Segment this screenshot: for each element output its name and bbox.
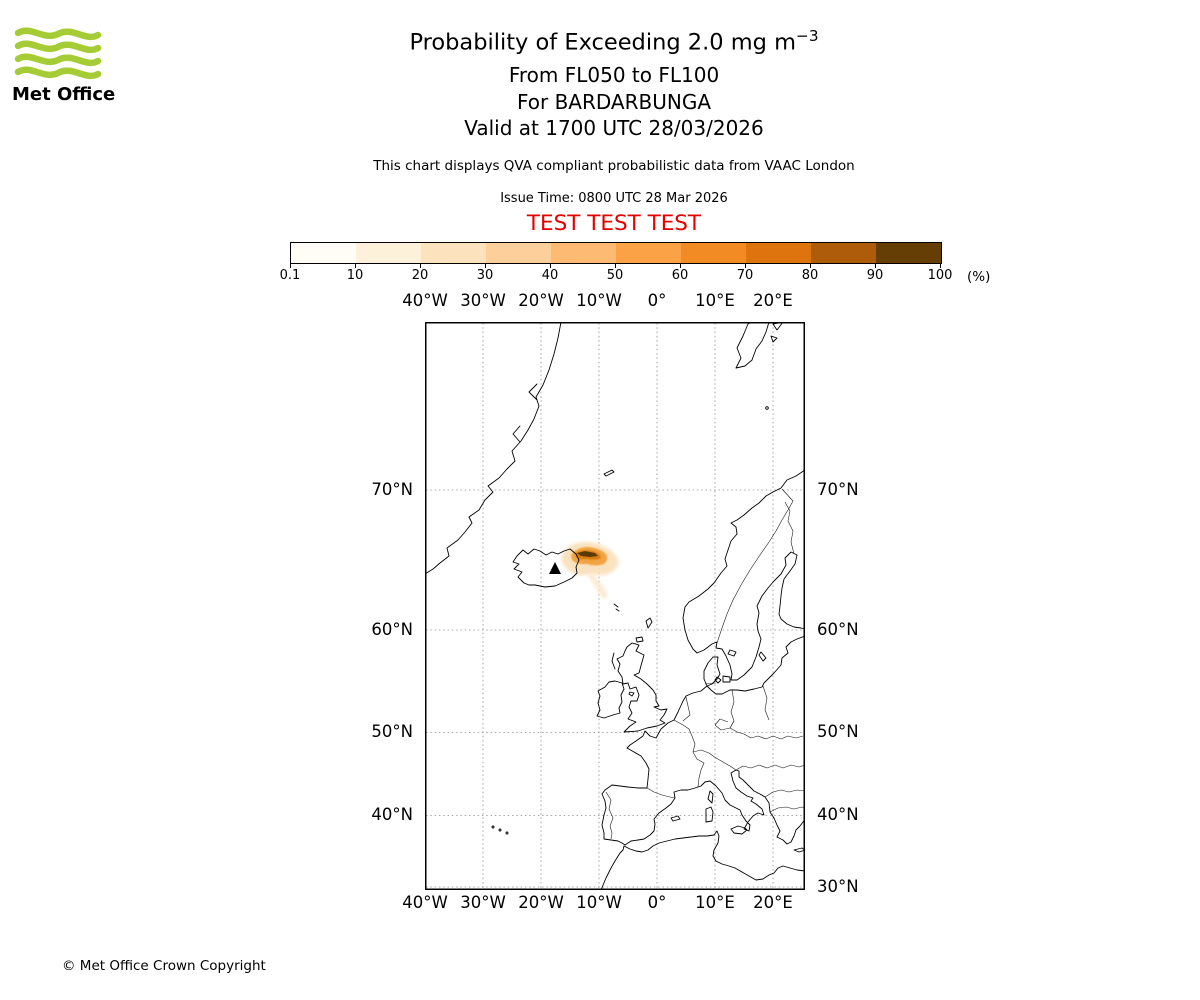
disclaimer-text: This chart displays QVA compliant probab…	[373, 158, 855, 174]
colorbar-tickmark	[355, 264, 356, 268]
colorbar-segment	[291, 243, 356, 263]
lon-label: 20°E	[753, 291, 793, 310]
lat-label-right: 60°N	[817, 620, 859, 639]
colorbar-tickmark	[745, 264, 746, 268]
lon-label: 20°W	[518, 893, 564, 912]
coastlines	[424, 321, 806, 891]
lat-label-left: 60°N	[371, 620, 413, 639]
colorbar-tick-label: 60	[671, 268, 689, 283]
issue-time-text: Issue Time: 0800 UTC 28 Mar 2026	[500, 191, 728, 206]
colorbar-tick-label: 100	[927, 268, 953, 283]
met-office-logo	[12, 24, 104, 86]
graticule	[426, 323, 804, 889]
colorbar-tickmark	[680, 264, 681, 268]
ash-probability-plume	[561, 542, 619, 599]
colorbar-segment	[356, 243, 421, 263]
lon-label: 0°	[647, 893, 667, 912]
longitude-labels-top: 40°W 30°W 20°W 10°W 0° 10°E 20°E	[402, 291, 805, 311]
lat-label-right: 30°N	[817, 877, 859, 896]
page-title: Probability of Exceeding 2.0 mg m−3	[28, 27, 1200, 56]
lon-label: 10°E	[695, 893, 735, 912]
colorbar-segment	[811, 243, 876, 263]
lon-label: 0°	[647, 291, 667, 310]
lon-label: 20°E	[753, 893, 793, 912]
colorbar-tick-label: 40	[541, 268, 559, 283]
colorbar-tickmark	[940, 264, 941, 268]
colorbar-tick-label: 90	[866, 268, 884, 283]
lat-label-left: 70°N	[371, 480, 413, 499]
colorbar-tickmark	[615, 264, 616, 268]
longitude-labels-bottom: 40°W 30°W 20°W 10°W 0° 10°E 20°E	[402, 893, 805, 913]
colorbar-tickmark	[420, 264, 421, 268]
lon-label: 30°W	[460, 291, 506, 310]
page-title-text: Probability of Exceeding 2.0 mg m	[409, 29, 796, 56]
colorbar-segment	[876, 243, 941, 263]
lon-label: 10°W	[576, 893, 622, 912]
colorbar-segment	[681, 243, 746, 263]
lat-label-right: 70°N	[817, 480, 859, 499]
colorbar-tick-label: 70	[736, 268, 754, 283]
colorbar-tickmark	[810, 264, 811, 268]
colorbar-tickmark	[550, 264, 551, 268]
colorbar-segment	[551, 243, 616, 263]
colorbar-unit-label: (%)	[967, 269, 991, 285]
subtitle-volcano: For BARDARBUNGA	[516, 90, 712, 114]
met-office-logo-label: Met Office	[12, 84, 116, 105]
lon-label: 40°W	[402, 893, 448, 912]
colorbar-tick-label: 10	[346, 268, 364, 283]
colorbar-tick-label: 0.1	[279, 268, 301, 283]
lon-label: 10°E	[695, 291, 735, 310]
page-title-exponent: −3	[796, 27, 819, 45]
colorbar-tickmark	[485, 264, 486, 268]
colorbar-tick-label: 50	[606, 268, 624, 283]
colorbar-tick-label: 80	[801, 268, 819, 283]
subtitle-valid-time: Valid at 1700 UTC 28/03/2026	[464, 116, 764, 140]
lon-label: 30°W	[460, 893, 506, 912]
colorbar-tick-label: 30	[476, 268, 494, 283]
lat-label-left: 50°N	[371, 722, 413, 741]
met-office-logo-icon	[14, 27, 102, 79]
country-borders	[605, 488, 806, 840]
lon-label: 10°W	[576, 291, 622, 310]
lon-label: 40°W	[402, 291, 448, 310]
colorbar-segment	[746, 243, 811, 263]
subtitle-flight-levels: From FL050 to FL100	[508, 63, 720, 87]
lat-label-right: 50°N	[817, 722, 859, 741]
map-frame	[425, 322, 805, 890]
map-panel	[424, 321, 806, 891]
colorbar-segment	[616, 243, 681, 263]
lon-label: 20°W	[518, 291, 564, 310]
map-svg	[424, 321, 806, 891]
volcano-marker-icon	[549, 562, 561, 574]
lat-label-left: 40°N	[371, 805, 413, 824]
lat-label-right: 40°N	[817, 805, 859, 824]
colorbar-segment	[486, 243, 551, 263]
test-banner: TEST TEST TEST	[526, 211, 702, 236]
colorbar-tick-label: 20	[411, 268, 429, 283]
colorbar-tickmark	[875, 264, 876, 268]
colorbar-tickmark	[290, 264, 291, 268]
probability-colorbar	[290, 242, 942, 264]
copyright-text: © Met Office Crown Copyright	[62, 958, 266, 974]
colorbar-segment	[421, 243, 486, 263]
colorbar-tick-labels: 0.1 10 20 30 40 50 60 70 80 90 100	[280, 268, 953, 284]
